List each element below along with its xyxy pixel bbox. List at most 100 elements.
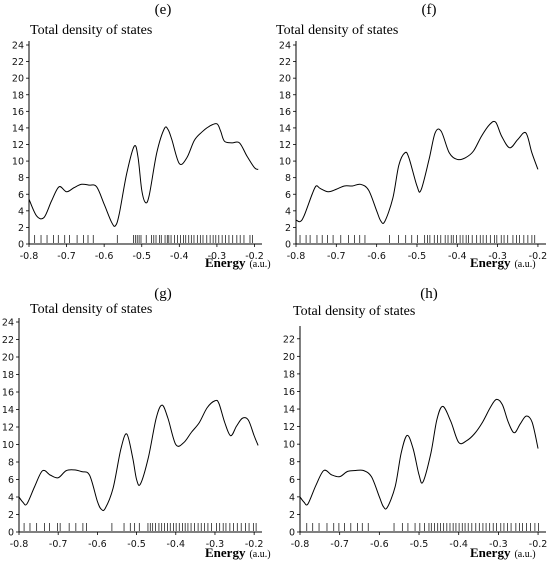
dos-panel-1: (f)Total density of states02468101214161… — [276, 2, 547, 270]
y-tick-label: 0 — [285, 240, 291, 251]
y-tick-label: 20 — [12, 74, 24, 85]
x-tick-label: -0.8 — [20, 251, 39, 262]
y-tick-label: 8 — [18, 173, 24, 184]
x-axis-label-unit: (a.u.) — [514, 549, 535, 560]
y-tick-label: 22 — [279, 57, 291, 68]
x-tick-label: -0.6 — [95, 251, 114, 262]
y-tick-label: 4 — [18, 206, 24, 217]
dos-curve — [299, 398, 539, 510]
y-tick-label: 20 — [283, 352, 295, 363]
chart-title: Total density of states — [30, 302, 152, 317]
y-tick-label: 12 — [279, 140, 291, 151]
x-tick-label: -0.2 — [245, 251, 264, 262]
y-tick-label: 20 — [279, 74, 291, 85]
y-tick-label: 6 — [285, 190, 291, 201]
x-tick-label: -0.8 — [291, 539, 310, 550]
panel-label: (h) — [420, 286, 438, 302]
y-tick-label: 14 — [12, 123, 24, 134]
y-tick-label: 10 — [279, 157, 291, 168]
x-tick-label: -0.3 — [488, 251, 507, 262]
x-axis-label-name: Energy — [470, 255, 511, 270]
y-tick-label: 10 — [283, 440, 295, 451]
x-tick-label: -0.7 — [330, 539, 349, 550]
y-tick-label: 16 — [279, 107, 291, 118]
chart-title: Total density of states — [276, 23, 398, 38]
y-tick-label: 2 — [8, 510, 14, 521]
x-tick-label: -0.8 — [287, 251, 306, 262]
dos-curve — [18, 399, 259, 512]
dos-curve — [295, 120, 539, 224]
dos-panel-2: (g)Total density of states02468101214161… — [2, 286, 271, 560]
y-tick-label: 22 — [12, 57, 24, 68]
y-tick-label: 18 — [2, 370, 14, 381]
y-tick-label: 4 — [285, 206, 291, 217]
y-tick-label: 20 — [2, 353, 14, 364]
y-tick-label: 12 — [283, 422, 295, 433]
x-tick-label: -0.4 — [170, 251, 189, 262]
x-axis-label: Energy (a.u.) — [470, 545, 536, 560]
y-tick-label: 2 — [289, 510, 295, 521]
x-tick-label: -0.2 — [245, 539, 264, 550]
x-tick-label: -0.8 — [10, 539, 29, 550]
x-tick-label: -0.4 — [449, 539, 468, 550]
x-tick-label: -0.4 — [167, 539, 186, 550]
y-tick-label: 4 — [8, 493, 14, 504]
chart-title: Total density of states — [293, 304, 415, 319]
y-tick-label: 24 — [12, 41, 24, 52]
y-tick-label: 14 — [2, 405, 14, 416]
x-axis-label-unit: (a.u.) — [249, 549, 270, 560]
y-tick-label: 4 — [289, 492, 295, 503]
panel-label: (f) — [422, 2, 437, 18]
x-axis-label-unit: (a.u.) — [514, 259, 535, 270]
y-tick-label: 0 — [289, 528, 295, 539]
y-tick-label: 18 — [279, 90, 291, 101]
x-tick-label: -0.5 — [408, 251, 427, 262]
x-axis-label-name: Energy — [470, 545, 511, 560]
y-tick-label: 16 — [283, 387, 295, 398]
y-tick-label: 14 — [283, 405, 295, 416]
y-tick-label: 2 — [18, 223, 24, 234]
y-tick-label: 22 — [2, 335, 14, 346]
x-tick-label: -0.3 — [208, 251, 227, 262]
x-axis-label: Energy (a.u.) — [470, 255, 536, 270]
x-tick-label: -0.7 — [57, 251, 76, 262]
y-tick-label: 10 — [2, 440, 14, 451]
y-tick-label: 8 — [285, 173, 291, 184]
y-tick-label: 6 — [289, 475, 295, 486]
y-tick-label: 16 — [2, 388, 14, 399]
x-tick-label: -0.5 — [127, 539, 146, 550]
y-tick-label: 24 — [2, 318, 14, 329]
x-axis-label: Energy (a.u.) — [205, 545, 271, 560]
y-tick-label: 6 — [8, 475, 14, 486]
x-tick-label: -0.6 — [370, 539, 389, 550]
y-tick-label: 18 — [12, 90, 24, 101]
x-tick-label: -0.7 — [49, 539, 68, 550]
x-tick-label: -0.2 — [529, 539, 548, 550]
chart-title: Total density of states — [30, 23, 152, 38]
x-tick-label: -0.7 — [327, 251, 346, 262]
y-tick-label: 22 — [283, 334, 295, 345]
y-tick-label: 0 — [18, 240, 24, 251]
y-tick-label: 12 — [2, 423, 14, 434]
x-tick-label: -0.3 — [489, 539, 508, 550]
x-tick-label: -0.4 — [448, 251, 467, 262]
y-tick-label: 14 — [279, 123, 291, 134]
panel-label: (e) — [155, 2, 172, 18]
x-tick-label: -0.2 — [529, 251, 548, 262]
x-axis-label-name: Energy — [205, 255, 246, 270]
x-tick-label: -0.5 — [132, 251, 151, 262]
y-tick-label: 12 — [12, 140, 24, 151]
y-tick-label: 10 — [12, 157, 24, 168]
x-axis-label: Energy (a.u.) — [205, 255, 271, 270]
y-tick-label: 18 — [283, 369, 295, 380]
panel-label: (g) — [154, 286, 172, 302]
x-tick-label: -0.6 — [88, 539, 107, 550]
y-tick-label: 8 — [8, 458, 14, 469]
y-tick-label: 24 — [279, 41, 291, 52]
x-axis-label-unit: (a.u.) — [249, 259, 270, 270]
x-tick-label: -0.3 — [206, 539, 225, 550]
dos-panel-0: (e)Total density of states02468101214161… — [12, 2, 271, 270]
y-tick-label: 2 — [285, 223, 291, 234]
x-tick-label: -0.5 — [410, 539, 429, 550]
